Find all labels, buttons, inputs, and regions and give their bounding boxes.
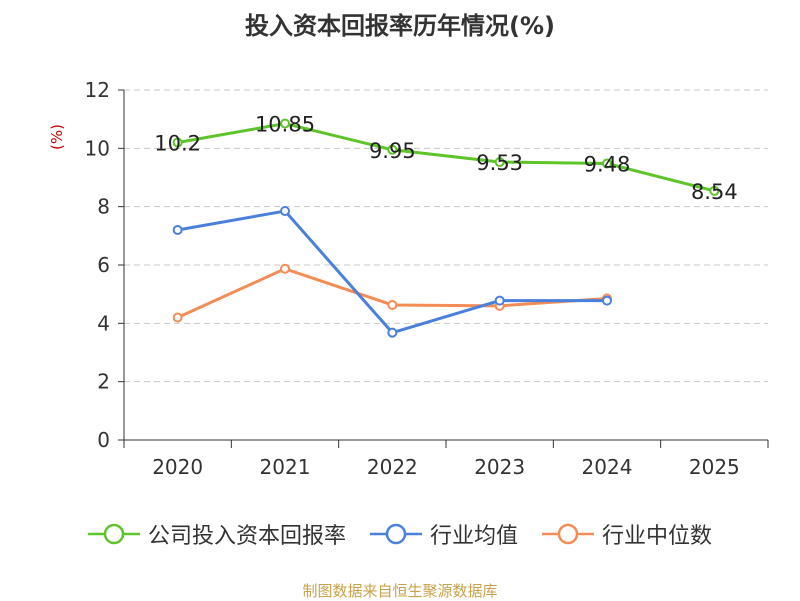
data-point-s1-0 bbox=[172, 225, 183, 235]
y-tick-label: 10 bbox=[85, 136, 110, 160]
source-note: 制图数据来自恒生聚源数据库 bbox=[302, 582, 498, 600]
chart-title: 投入资本回报率历年情况(%) bbox=[245, 12, 555, 40]
legend-marker-industry-median bbox=[557, 523, 579, 545]
data-point-s0-0 bbox=[172, 137, 183, 148]
data-point-s1-4 bbox=[602, 295, 612, 306]
data-label-4: 9.48 bbox=[584, 153, 631, 177]
legend-swatch-company bbox=[87, 523, 140, 545]
data-point-s1-1 bbox=[280, 206, 290, 217]
legend: 公司投入资本回报率 行业均值 行业中位数 bbox=[0, 518, 800, 550]
data-point-s2-1 bbox=[280, 263, 290, 274]
x-tick-label: 2022 bbox=[367, 455, 418, 479]
legend-item-industry-mean[interactable]: 行业均值 bbox=[369, 518, 518, 550]
legend-marker-company bbox=[103, 523, 125, 545]
x-tick-label: 2020 bbox=[152, 455, 203, 479]
x-tick-label: 2023 bbox=[474, 455, 525, 479]
data-point-s0-3 bbox=[494, 157, 505, 168]
data-label-0: 10.2 bbox=[154, 132, 201, 156]
y-tick-label: 2 bbox=[97, 370, 110, 394]
data-point-s2-2 bbox=[387, 299, 398, 310]
data-point-s1-2 bbox=[387, 327, 398, 338]
data-label-3: 9.53 bbox=[476, 151, 523, 175]
legend-marker-industry-mean bbox=[385, 523, 407, 545]
data-point-s0-4 bbox=[602, 158, 612, 169]
data-point-s2-0 bbox=[172, 312, 183, 323]
legend-label-company: 公司投入资本回报率 bbox=[147, 524, 346, 549]
series-line-2 bbox=[177, 267, 608, 319]
legend-swatch-industry-mean bbox=[369, 523, 422, 545]
legend-swatch-industry-median bbox=[542, 523, 594, 545]
x-tick-label: 2024 bbox=[582, 455, 633, 479]
data-label-1: 10.85 bbox=[255, 113, 315, 137]
series-line-1 bbox=[177, 209, 607, 335]
data-label-2: 9.95 bbox=[369, 139, 416, 163]
legend-label-industry-mean: 行业均值 bbox=[429, 524, 518, 549]
series-line-0 bbox=[177, 122, 715, 193]
y-tick-label: 6 bbox=[97, 253, 110, 277]
legend-item-company[interactable]: 公司投入资本回报率 bbox=[87, 518, 346, 550]
data-point-s0-2 bbox=[387, 144, 398, 155]
legend-item-industry-median[interactable]: 行业中位数 bbox=[542, 518, 712, 550]
data-point-s0-1 bbox=[280, 118, 290, 129]
data-point-s0-5 bbox=[709, 185, 720, 196]
y-tick-label: 8 bbox=[97, 195, 110, 219]
x-tick-label: 2025 bbox=[689, 455, 740, 479]
y-tick-label: 12 bbox=[85, 78, 110, 102]
y-tick-label: 4 bbox=[97, 311, 110, 335]
x-tick-label: 2021 bbox=[260, 455, 311, 479]
legend-label-industry-median: 行业中位数 bbox=[602, 524, 713, 549]
y-tick-label: 0 bbox=[97, 428, 110, 452]
data-point-s1-3 bbox=[494, 295, 505, 306]
data-label-5: 8.54 bbox=[691, 180, 738, 204]
